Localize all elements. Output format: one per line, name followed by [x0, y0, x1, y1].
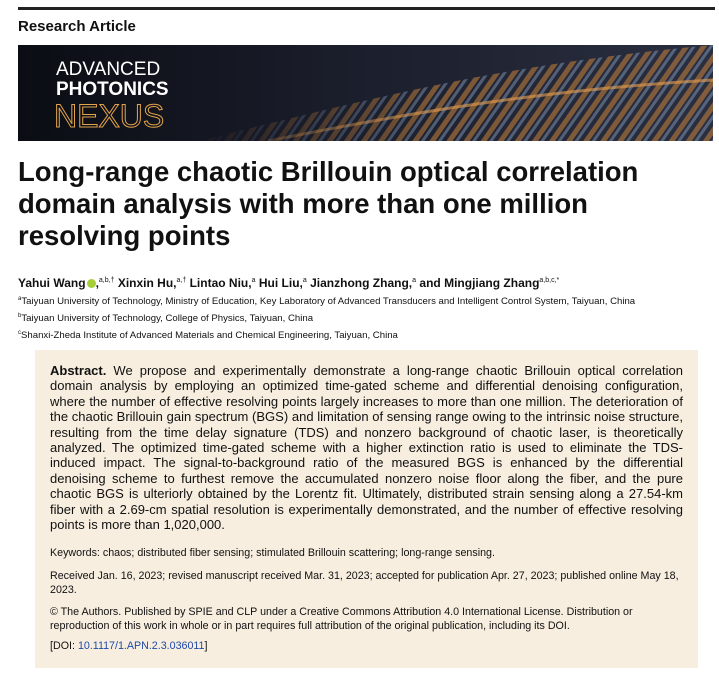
author-punct: , — [173, 276, 177, 290]
article-type: Research Article — [18, 18, 136, 35]
author-name: Mingjiang Zhang — [444, 276, 540, 290]
license: © The Authors. Published by SPIE and CLP… — [50, 606, 633, 632]
author-name: Jianzhong Zhang — [310, 276, 409, 290]
author-affil-mark: a,† — [176, 277, 187, 284]
doi-prefix: [DOI: — [50, 640, 75, 652]
doi: [DOI: 10.1117/1.APN.2.3.036011] — [50, 639, 683, 653]
author-affil-mark: a,b,† — [98, 277, 115, 284]
journal-name-3: NEXUS — [54, 98, 164, 134]
affiliation: bTaiyuan University of Technology, Colle… — [18, 309, 635, 326]
author-affil-mark: a — [412, 277, 417, 284]
affiliation-mark: c — [18, 330, 21, 337]
author-punct: , — [248, 276, 252, 290]
abstract-label: Abstract. — [50, 363, 107, 378]
article-title: Long-range chaotic Brillouin optical cor… — [18, 156, 639, 251]
author-list: Yahui Wang ,a,b,† Xinxin Hu,a,† Lintao Ni… — [18, 276, 559, 290]
author-affil-mark: a — [251, 277, 256, 284]
author-name: Yahui Wang — [18, 276, 86, 290]
author-connector: and — [419, 276, 441, 290]
abstract: Abstract. We propose and experimentally … — [50, 363, 683, 532]
author-name: Xinxin Hu — [117, 276, 174, 290]
affiliation-mark: a — [18, 296, 22, 302]
keywords: Keywords: chaos; distributed fiber sensi… — [50, 547, 495, 559]
affiliation-mark: b — [18, 313, 22, 320]
author-name: Lintao Niu — [189, 276, 249, 290]
journal-name-2: PHOTONICS — [56, 79, 169, 100]
abstract-text: We propose and experimentally demonstrat… — [50, 363, 683, 533]
history: Received Jan. 16, 2023; revised manuscri… — [50, 570, 679, 596]
affiliation: cShanxi-Zheda Institute of Advanced Mate… — [18, 326, 635, 343]
author-punct: , — [408, 276, 413, 290]
affiliation-text: Shanxi-Zheda Institute of Advanced Mater… — [21, 330, 398, 342]
affiliation-list: aTaiyuan University of Technology, Minis… — [18, 292, 635, 344]
abstract-box — [35, 350, 698, 668]
doi-suffix: ] — [204, 640, 208, 652]
author-affil-mark: a — [302, 277, 307, 284]
journal-name-1: ADVANCED — [56, 59, 160, 80]
affiliation: aTaiyuan University of Technology, Minis… — [18, 292, 635, 309]
orcid-icon[interactable] — [86, 279, 96, 288]
author-punct: , — [95, 276, 99, 290]
affiliation-text: Taiyuan University of Technology, Minist… — [21, 296, 636, 308]
doi-link[interactable]: 10.1117/1.APN.2.3.036011 — [77, 640, 205, 652]
author-name: Hui Liu — [258, 276, 300, 290]
journal-banner: ADVANCED PHOTONICS NEXUS — [18, 45, 713, 141]
top-rule — [18, 7, 715, 10]
affiliation-text: Taiyuan University of Technology, Colleg… — [21, 313, 314, 325]
author-punct: , — [299, 276, 303, 290]
author-affil-mark: a,b,c,* — [539, 277, 560, 284]
